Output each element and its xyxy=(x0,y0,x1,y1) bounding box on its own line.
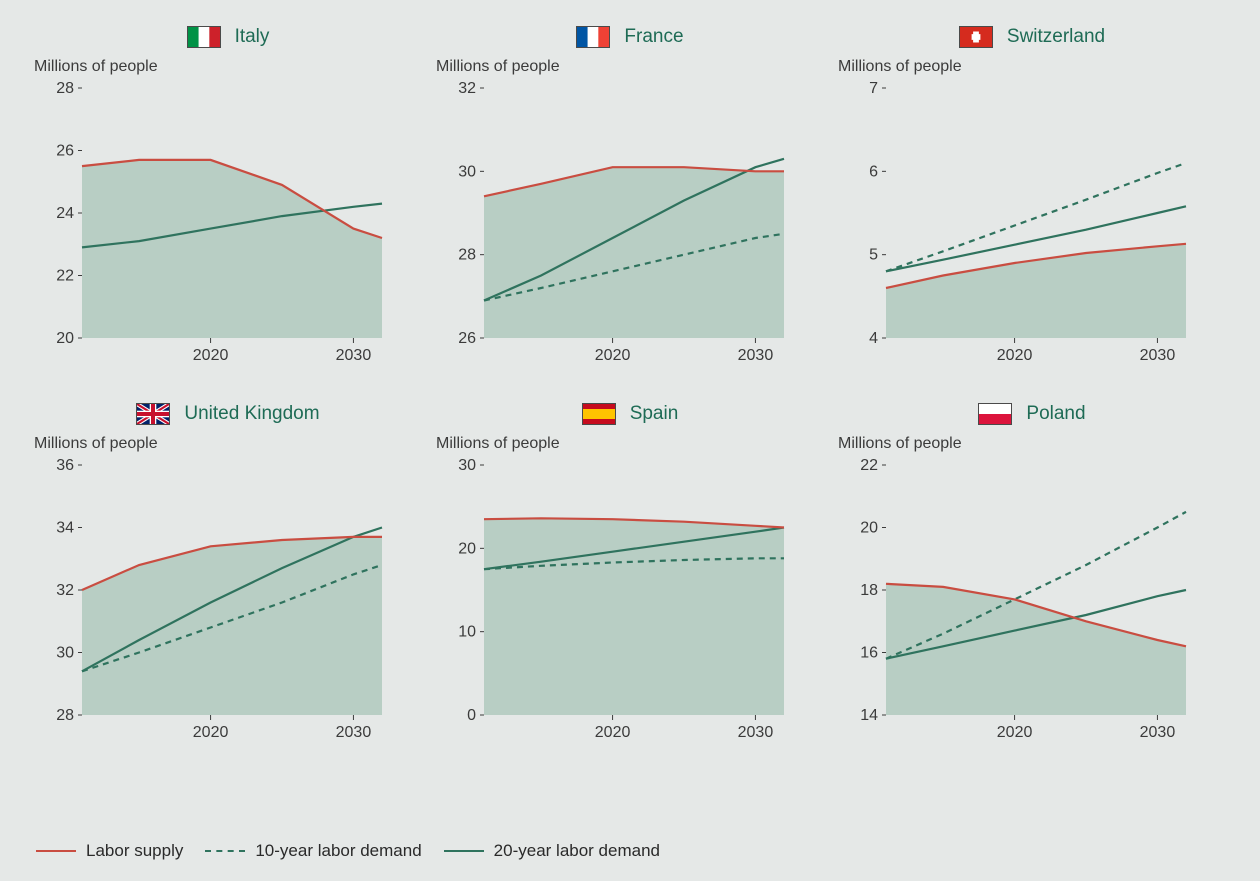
panel-title: Spain xyxy=(434,393,826,435)
ytick-label: 20 xyxy=(56,330,74,347)
chart-holder: 28 30 32 34 36 2020 2030 xyxy=(32,455,424,760)
ytick-label: 22 xyxy=(56,268,74,285)
xtick-label: 2030 xyxy=(336,724,372,741)
xtick-label: 2020 xyxy=(595,347,631,364)
panel-poland: Poland Millions of people 14 16 18 20 22 2020… xyxy=(836,393,1228,760)
ytick-label: 10 xyxy=(458,624,476,641)
panel-title: Italy xyxy=(32,16,424,58)
xtick-label: 2030 xyxy=(1140,724,1176,741)
chart-page: Italy Millions of people 202224262820202… xyxy=(0,0,1260,881)
supply-area xyxy=(82,537,382,715)
country-label: Italy xyxy=(235,26,270,48)
legend-item: Labor supply xyxy=(36,841,183,861)
flag-icon-uk xyxy=(136,403,170,425)
legend: Labor supply 10-year labor demand 20-yea… xyxy=(36,841,660,861)
country-label: Spain xyxy=(630,403,679,425)
chart-holder: 4 5 6 7 2020 2030 xyxy=(836,78,1228,383)
country-label: Switzerland xyxy=(1007,26,1105,48)
xtick-label: 2030 xyxy=(738,724,774,741)
chart-grid: Italy Millions of people 202224262820202… xyxy=(0,0,1260,760)
ytick-label: 32 xyxy=(458,80,476,97)
xtick-label: 2030 xyxy=(336,347,372,364)
ytick-label: 7 xyxy=(869,80,878,97)
xtick-label: 2030 xyxy=(738,347,774,364)
xtick-label: 2020 xyxy=(997,347,1033,364)
xtick-label: 2030 xyxy=(1140,347,1176,364)
ytick-label: 0 xyxy=(467,707,476,724)
panel-title: Switzerland xyxy=(836,16,1228,58)
xtick-label: 2020 xyxy=(997,724,1033,741)
ytick-label: 28 xyxy=(56,80,74,97)
supply-area xyxy=(886,244,1186,338)
chart-holder: 14 16 18 20 22 2020 2030 xyxy=(836,455,1228,760)
y-axis-label: Millions of people xyxy=(436,58,826,76)
legend-label: 20-year labor demand xyxy=(494,841,660,861)
chart-france: 26 28 30 32 2020 2030 xyxy=(434,78,794,378)
ytick-label: 28 xyxy=(458,247,476,264)
ytick-label: 26 xyxy=(458,330,476,347)
ytick-label: 18 xyxy=(860,582,878,599)
y-axis-label: Millions of people xyxy=(838,435,1228,453)
chart-italy: 20 22 24 26 28 2020 2030 xyxy=(32,78,392,378)
chart-spain: 010203020202030 xyxy=(434,455,794,755)
chart-holder: 20 22 24 26 28 2020 2030 xyxy=(32,78,424,383)
panel-italy: Italy Millions of people 202224262820202… xyxy=(32,16,424,383)
flag-icon-spain xyxy=(582,403,616,425)
y-axis-label: Millions of people xyxy=(34,435,424,453)
chart-holder: 26 28 30 32 2020 2030 xyxy=(434,78,826,383)
panel-uk: United Kingdom Millions of people 28 30 32… xyxy=(32,393,424,760)
legend-label: 10-year labor demand xyxy=(255,841,421,861)
flag-icon-france xyxy=(576,26,610,48)
xtick-label: 2020 xyxy=(595,724,631,741)
ytick-label: 24 xyxy=(56,205,74,222)
ytick-label: 30 xyxy=(458,457,476,474)
legend-label: Labor supply xyxy=(86,841,183,861)
ytick-label: 32 xyxy=(56,582,74,599)
country-label: United Kingdom xyxy=(184,403,319,425)
panel-title: United Kingdom xyxy=(32,393,424,435)
supply-area xyxy=(82,160,382,338)
country-label: Poland xyxy=(1026,403,1085,425)
panel-spain: Spain Millions of people 010203020202030 xyxy=(434,393,826,760)
legend-swatch xyxy=(205,850,245,852)
flag-icon-poland xyxy=(978,403,1012,425)
ytick-label: 28 xyxy=(56,707,74,724)
legend-item: 20-year labor demand xyxy=(444,841,660,861)
ytick-label: 6 xyxy=(869,163,878,180)
ytick-label: 22 xyxy=(860,457,878,474)
ytick-label: 20 xyxy=(860,520,878,537)
flag-icon-italy xyxy=(187,26,221,48)
chart-holder: 010203020202030 xyxy=(434,455,826,760)
ytick-label: 5 xyxy=(869,247,878,264)
ytick-label: 4 xyxy=(869,330,878,347)
panel-title: France xyxy=(434,16,826,58)
flag-icon-switzerland xyxy=(959,26,993,48)
supply-area xyxy=(484,167,784,338)
ytick-label: 20 xyxy=(458,540,476,557)
legend-swatch xyxy=(36,850,76,852)
chart-switzerland: 4 5 6 7 2020 2030 xyxy=(836,78,1196,378)
ytick-label: 34 xyxy=(56,520,74,537)
panel-title: Poland xyxy=(836,393,1228,435)
xtick-label: 2020 xyxy=(193,724,229,741)
xtick-label: 2020 xyxy=(193,347,229,364)
y-axis-label: Millions of people xyxy=(436,435,826,453)
ytick-label: 16 xyxy=(860,645,878,662)
panel-switzerland: Switzerland Millions of people 4 5 6 7 2020 2… xyxy=(836,16,1228,383)
y-axis-label: Millions of people xyxy=(34,58,424,76)
ytick-label: 36 xyxy=(56,457,74,474)
legend-swatch xyxy=(444,850,484,852)
ytick-label: 26 xyxy=(56,143,74,160)
chart-poland: 14 16 18 20 22 2020 2030 xyxy=(836,455,1196,755)
ytick-label: 14 xyxy=(860,707,878,724)
chart-uk: 28 30 32 34 36 2020 2030 xyxy=(32,455,392,755)
ytick-label: 30 xyxy=(56,645,74,662)
y-axis-label: Millions of people xyxy=(838,58,1228,76)
country-label: France xyxy=(624,26,683,48)
ytick-label: 30 xyxy=(458,163,476,180)
panel-france: France Millions of people 26 28 30 32 2020 20… xyxy=(434,16,826,383)
legend-item: 10-year labor demand xyxy=(205,841,421,861)
